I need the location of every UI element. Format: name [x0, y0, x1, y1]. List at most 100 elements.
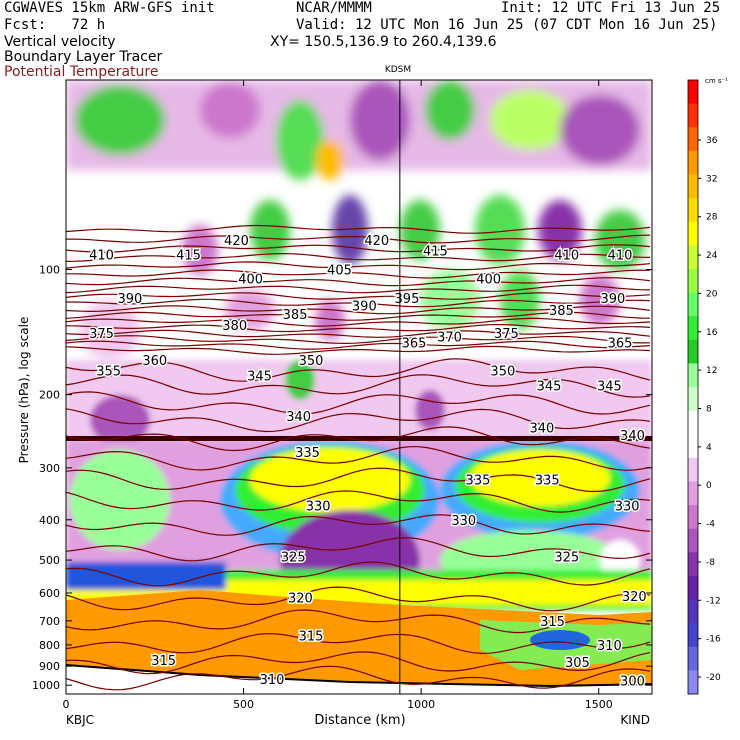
isentrope-label: 350 [299, 354, 324, 369]
colorbar-swatch [688, 339, 698, 364]
isentrope-label-layer: 410 415 420 420 415 410 410 390 400 405 395 400 390 3… [88, 233, 649, 691]
colorbar-tick-label: 16 [706, 328, 718, 338]
isentrope-line [66, 391, 651, 415]
y-tick-label: 700 [39, 615, 60, 628]
forecast-hour: Fcst: 72 h [4, 17, 106, 33]
isentrope-label: 365 [402, 337, 427, 352]
colorbar-tick-label: -4 [706, 520, 715, 530]
colorbar-swatch [688, 552, 698, 577]
isentrope-label: 360 [142, 354, 167, 369]
isentrope-line [66, 252, 651, 262]
isentrope-line [66, 311, 651, 321]
isentrope-line [66, 446, 651, 471]
colorbar-tick-label: 0 [706, 481, 712, 491]
boundary-layer-blue-patch [530, 630, 590, 650]
isentrope-label: 335 [535, 473, 560, 488]
xy-range: XY= 150.5,136.9 to 260.4,139.6 [270, 34, 497, 50]
isentrope-label: 390 [352, 299, 377, 314]
colorbar-tick-label: 8 [706, 405, 712, 415]
colorbar-tick-label: 32 [706, 174, 717, 184]
colorbar-swatch [688, 103, 698, 128]
colorbar-frame [687, 79, 699, 695]
colorbar-swatch [688, 599, 698, 624]
isentrope-line [66, 665, 651, 691]
x-start-station: KBJC [66, 713, 94, 727]
y-tick-label: 500 [39, 554, 60, 567]
colorbar-tick-label: 24 [706, 251, 718, 261]
isentrope-line [66, 305, 651, 315]
isentrope-label: 390 [118, 292, 143, 307]
isentrope-line [66, 340, 651, 350]
colorbar-swatch [688, 174, 698, 199]
colorbar-swatch [688, 505, 698, 530]
isentrope-line [66, 261, 651, 271]
upper-wave-pattern [66, 80, 652, 360]
isentrope-label: 375 [89, 327, 114, 342]
terrain [66, 665, 652, 694]
colorbar-swatch [688, 434, 698, 459]
isentrope-line [66, 651, 651, 675]
plot-fill-layer [66, 80, 652, 694]
y-axis-label: Pressure (hPa), log scale [17, 317, 31, 464]
isentrope-label: 330 [615, 500, 640, 515]
y-tick-label: 900 [39, 660, 60, 673]
isentrope-line [66, 561, 651, 587]
colorbar-swatch [688, 410, 698, 435]
isentrope-line [66, 234, 651, 244]
field-label-1: Vertical velocity [4, 34, 116, 50]
colorbar-swatch [688, 457, 698, 482]
isentrope-line [66, 277, 651, 287]
isentrope-label: 400 [238, 272, 263, 287]
x-tick-label: 0 [63, 698, 70, 711]
isentrope-line [66, 586, 651, 612]
isentrope-label: 370 [437, 331, 462, 346]
init-time: Init: 12 UTC Fri 13 Jun 25 [501, 0, 721, 16]
isentrope-label: 340 [620, 429, 645, 444]
colorbar-tick-label: 20 [706, 289, 718, 299]
isentrope-line [66, 633, 651, 655]
colorbar-swatch [688, 670, 698, 695]
isentrope-label: 385 [549, 304, 574, 319]
colorbar-swatch [688, 292, 698, 317]
isentrope-label: 385 [283, 308, 308, 323]
isentrope-line [66, 537, 651, 562]
isentrope-label: 355 [96, 365, 121, 380]
mid-layer-pattern [66, 360, 652, 610]
isentrope-line [66, 244, 651, 253]
isentrope-line [66, 323, 651, 333]
isentrope-label: 420 [364, 234, 389, 249]
marker-station-label: KDSM [385, 65, 411, 75]
boundary-layer-fill [66, 590, 652, 694]
isentrope-label: 390 [601, 292, 626, 307]
x-end-station: KIND [620, 713, 650, 727]
isentrope-lines [66, 224, 651, 691]
isentrope-line [66, 298, 651, 308]
org-label: NCAR/MMMM [296, 0, 372, 16]
isentrope-label: 335 [466, 473, 491, 488]
x-axis-label: Distance (km) [314, 713, 405, 728]
colorbar-swatch [688, 387, 698, 412]
isentrope-label: 305 [565, 656, 590, 671]
tropopause-band [66, 436, 652, 441]
x-axis: 0 500 1000 1500 [63, 80, 613, 711]
isentrope-label: 340 [286, 410, 311, 425]
isentrope-label: 320 [288, 591, 313, 606]
isentrope-label: 320 [622, 590, 647, 605]
colorbar-tick-label: -12 [706, 596, 721, 606]
colorbar-swatch [688, 623, 698, 648]
isentrope-label: 405 [327, 264, 352, 279]
isentrope-label: 315 [151, 654, 176, 669]
isentrope-label: 310 [260, 673, 285, 688]
isentrope-label: 410 [608, 248, 633, 263]
isentrope-line [66, 408, 651, 433]
isentrope-line [66, 329, 651, 338]
colorbar-swatch [688, 528, 698, 553]
colorbar-swatch [688, 127, 698, 152]
isentrope-line [66, 335, 651, 345]
isentrope-line [66, 374, 651, 398]
colorbar-swatch [688, 150, 698, 175]
colorbar-swatch [688, 316, 698, 341]
colorbar-tick-label: -8 [706, 558, 715, 568]
y-axis: 100 200 300 400 500 600 700 800 900 1000 [32, 264, 652, 692]
